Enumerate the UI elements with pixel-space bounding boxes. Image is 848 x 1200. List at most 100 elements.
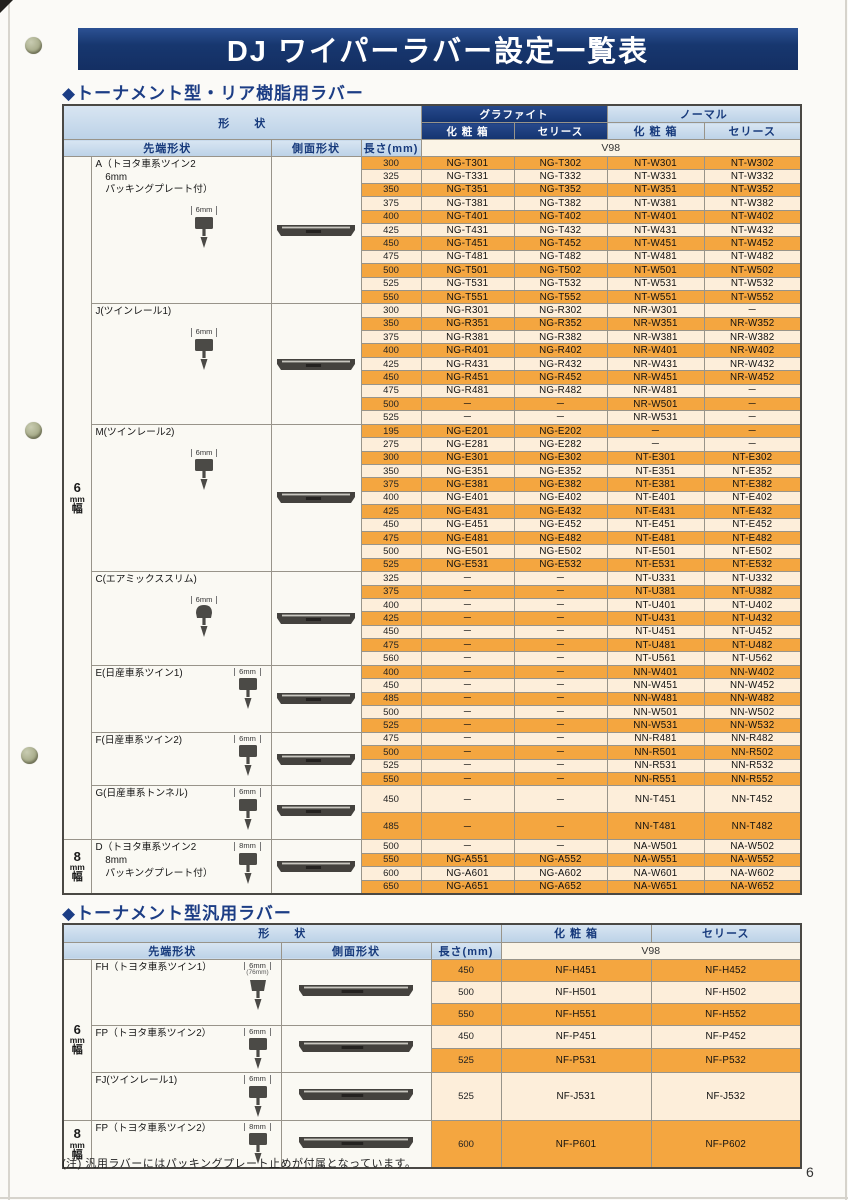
code-cell: NG-T431 (420, 222, 515, 238)
code-cell: NG-E301 (420, 450, 515, 465)
code-cell: NF-P532 (650, 1048, 802, 1074)
spec-row: 425 －－ NT-U431 NT-U432 (63, 611, 802, 626)
code-cell: NT-E301 (606, 450, 705, 465)
code-cell: NG-T452 (513, 236, 608, 251)
spec-row: 8 mm 幅 D（トヨタ車系ツイン2 8mm パッキングプレート付） 8mm 500 －－ N… (62, 839, 802, 895)
spec-row: 500 NF-H501 NF-H502 (63, 980, 802, 1004)
code-cell: NT-U331 (606, 571, 705, 586)
code-cell: NT-E452 (703, 517, 802, 532)
code-cell: － (420, 651, 515, 666)
tip-width-label: 8mm (234, 842, 261, 851)
tip-width-label: 6mm (234, 667, 261, 677)
code-cell: NT-U332 (703, 571, 802, 586)
length-cell: 450 (360, 785, 422, 814)
code-cell: NG-T332 (513, 169, 608, 184)
length-cell: 450 (360, 517, 422, 532)
code-cell: － (513, 584, 608, 599)
length-cell: 450 (430, 1024, 502, 1050)
code-cell: － (420, 745, 515, 760)
code-cell: － (420, 731, 515, 747)
code-cell: NT-E302 (703, 450, 802, 465)
spec-row: 8 mm 幅 FP（トヨタ車系ツイン2） 8mm 600 NF-P601 NF-P602 (62, 1119, 802, 1169)
length-cell: 500 (360, 705, 422, 720)
code-cell: NT-W551 (606, 289, 705, 305)
side-shape-cell (270, 571, 362, 666)
spec-row: F(日産車系ツイン2) 6mm 475 －－ NN-R481 NN-R482 (63, 731, 802, 787)
tip-shape-icon (195, 338, 213, 370)
tip-width-label: 6mm (190, 206, 218, 215)
section-heading-general: ◆トーナメント型汎用ラバー (62, 904, 292, 923)
section-label: G(日産車系トンネル) (95, 788, 188, 800)
length-cell: 485 (360, 812, 422, 841)
length-cell: 350 (360, 316, 422, 332)
code-cell: NG-T331 (420, 169, 515, 184)
length-cell: 375 (360, 196, 422, 211)
length-cell: 550 (360, 289, 422, 305)
code-cell: NF-P601 (500, 1119, 652, 1169)
title-bar: DJ ワイパーラバー設定一覧表 (78, 28, 798, 70)
code-cell: － (513, 664, 608, 680)
side-profile-icon (277, 753, 355, 765)
punch-hole-icon (21, 747, 38, 764)
spec-row: 325 NG-T331 NG-T332 NT-W331 NT-W332 (63, 169, 802, 184)
code-cell: NG-E281 (420, 437, 515, 452)
header-tip-shape: 先端形状 (62, 139, 272, 157)
code-cell: NG-R401 (420, 343, 515, 358)
footnote: (注) 汎用ラバーにはパッキングプレート止めが付属となっています。 (62, 1158, 417, 1170)
spec-row: M(ツインレール2) 6mm 195 NG-E201 NG-E202 －－ (63, 423, 802, 573)
code-cell: － (513, 611, 608, 626)
code-cell: － (513, 745, 608, 760)
page-right-edge (845, 0, 847, 1200)
code-cell: NF-J531 (500, 1072, 652, 1121)
code-cell: NT-E381 (606, 477, 705, 492)
code-cell: NG-E451 (420, 517, 515, 532)
code-cell: － (513, 651, 608, 666)
section-heading-rear-resin: ◆トーナメント型・リア樹脂用ラバー (62, 84, 364, 103)
code-cell: NA-W652 (703, 879, 802, 895)
tip-width-label: 6mm (234, 734, 261, 744)
tip-shape-icon (238, 678, 257, 710)
code-cell: NG-E201 (420, 423, 515, 439)
code-cell: NG-R482 (513, 383, 608, 399)
spec-row: 400 NG-R401 NG-R402 NR-W401 NR-W402 (63, 343, 802, 358)
code-cell: NA-W651 (606, 879, 705, 895)
code-cell: NG-E482 (513, 530, 608, 546)
side-shape-cell (270, 303, 362, 425)
code-cell: NN-W502 (703, 705, 802, 720)
code-cell: NN-R502 (703, 745, 802, 760)
spec-row: G(日産車系トンネル) 6mm 450 －－ NN-T451 NN-T452 (63, 785, 802, 841)
code-cell: NR-W501 (606, 397, 705, 412)
header-graphite: グラファイト (420, 104, 608, 123)
width-group-label: 6 mm 幅 (62, 155, 92, 841)
code-cell: NG-T382 (513, 196, 608, 211)
code-cell: NR-W382 (703, 330, 802, 345)
length-cell: 525 (430, 1072, 502, 1121)
spec-row: 425 NG-R431 NG-R432 NR-W431 NR-W432 (63, 356, 802, 372)
length-cell: 500 (360, 263, 422, 278)
section-label: E(日産車系ツイン1) (95, 667, 183, 679)
code-cell: NN-W481 (606, 691, 705, 707)
code-cell: NG-T401 (420, 209, 515, 224)
code-cell: NT-E351 (606, 463, 705, 479)
code-cell: NT-E352 (703, 463, 802, 479)
spec-row: 550 NF-H551 NF-H552 (63, 1002, 802, 1026)
code-cell: － (420, 839, 515, 854)
code-cell: NR-W452 (703, 370, 802, 385)
code-cell: NT-W502 (703, 263, 802, 278)
tip-shape-icon (249, 979, 266, 1010)
length-cell: 350 (360, 463, 422, 479)
code-cell: － (703, 437, 802, 452)
code-cell: NT-E482 (703, 530, 802, 546)
code-cell: NN-R531 (606, 758, 705, 773)
code-cell: NA-W551 (606, 852, 705, 868)
code-cell: － (420, 718, 515, 733)
length-cell: 450 (360, 678, 422, 693)
header-length: 長さ(mm) (430, 941, 502, 960)
spec-row: 425 NG-T431 NG-T432 NT-W431 NT-W432 (63, 222, 802, 238)
code-cell: NF-J532 (650, 1072, 802, 1121)
spec-row: FP（トヨタ車系ツイン2） 6mm 450 NF-P451 NF-P452 (63, 1024, 802, 1074)
code-cell: NN-R482 (703, 731, 802, 747)
code-cell: NG-R451 (420, 370, 515, 385)
header-model-v98: V98 (420, 139, 802, 157)
code-cell: NG-R381 (420, 330, 515, 345)
